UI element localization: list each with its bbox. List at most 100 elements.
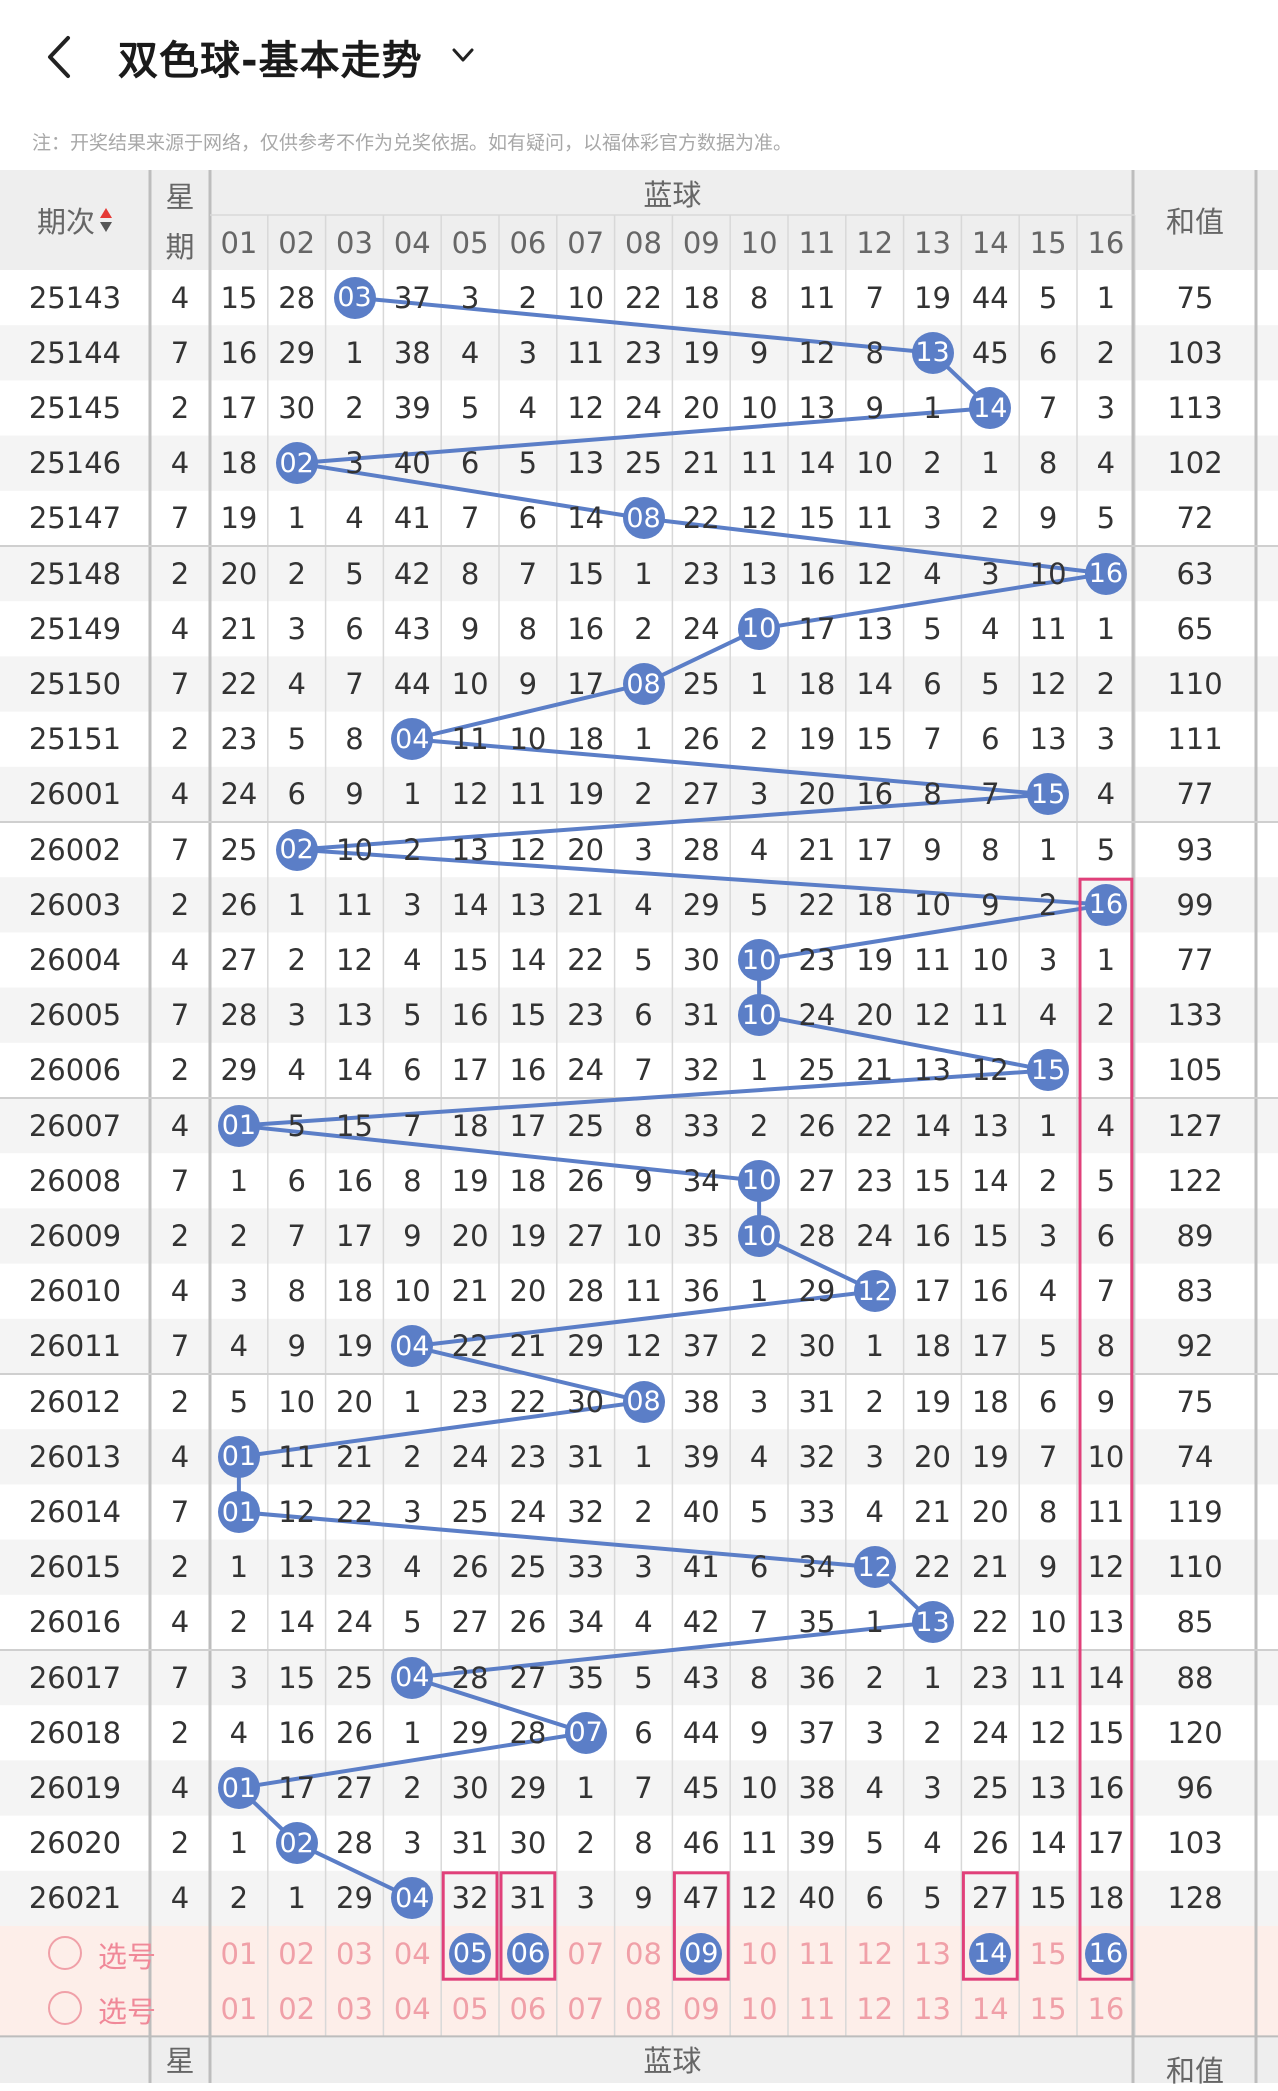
pick-ball[interactable]: 10	[740, 1991, 778, 2026]
week-cell: 4	[170, 1439, 190, 1474]
back-arrow-icon[interactable]	[40, 32, 80, 82]
miss-count-cell: 10	[1029, 1605, 1067, 1640]
miss-count-cell: 8	[1038, 446, 1058, 481]
miss-count-cell: 22	[682, 501, 720, 536]
pick-ball[interactable]: 16	[1087, 1991, 1125, 2026]
chevron-down-icon[interactable]	[448, 40, 478, 70]
blue-ball-hit: 04	[391, 718, 434, 761]
miss-count-cell: 8	[634, 1108, 653, 1143]
row-stripe	[0, 1318, 1278, 1374]
pick-ball[interactable]: 06	[509, 1991, 547, 2026]
miss-count-cell: 4	[749, 1439, 769, 1474]
miss-count-cell: 38	[682, 1384, 720, 1419]
miss-count-cell: 9	[460, 611, 480, 646]
pick-ball[interactable]: 03	[336, 1991, 373, 2026]
miss-count-cell: 8	[1038, 1494, 1058, 1529]
miss-count-cell: 18	[914, 1329, 951, 1364]
miss-count-cell: 36	[798, 1660, 836, 1695]
miss-count-cell: 4	[345, 501, 364, 536]
sum-cell: 75	[1176, 1384, 1214, 1419]
select-number-label[interactable]: 选号	[98, 1940, 157, 1974]
miss-count-cell: 11	[971, 998, 1009, 1033]
miss-count-cell: 8	[923, 777, 942, 812]
row-stripe	[0, 1760, 1278, 1816]
pick-ball[interactable]: 11	[798, 1936, 836, 1971]
pick-ball[interactable]: 08	[625, 1936, 662, 1971]
pick-ball[interactable]: 07	[567, 1991, 605, 2026]
sort-icon[interactable]	[99, 207, 113, 233]
pick-ball[interactable]: 08	[625, 1991, 662, 2026]
pick-ball[interactable]: 13	[914, 1936, 951, 1971]
pick-ball[interactable]: 02	[278, 1991, 316, 2026]
pick-ball[interactable]: 01	[220, 1991, 258, 2026]
miss-count-cell: 14	[914, 1108, 951, 1143]
pick-ball[interactable]: 04	[393, 1991, 431, 2026]
pick-ball[interactable]: 12	[856, 1936, 894, 1971]
pick-ball[interactable]: 14	[971, 1991, 1009, 2026]
miss-count-cell: 10	[856, 446, 894, 481]
miss-count-cell: 3	[403, 1494, 422, 1529]
pick-ball[interactable]: 05	[451, 1991, 489, 2026]
pick-ball-selected[interactable]: 05	[449, 1932, 492, 1975]
pick-ball-selected[interactable]: 09	[680, 1932, 723, 1975]
select-radio[interactable]	[48, 1936, 82, 1970]
week-cell: 7	[170, 1660, 190, 1695]
blue-number-header: 07	[567, 225, 605, 260]
miss-count-cell: 1	[229, 1163, 249, 1198]
period-cell: 26001	[28, 777, 122, 812]
pick-ball[interactable]: 13	[914, 1991, 951, 2026]
select-number-label[interactable]: 选号	[98, 1995, 157, 2030]
pick-ball[interactable]: 11	[798, 1991, 836, 2026]
pick-ball[interactable]: 12	[856, 1991, 894, 2026]
week-cell: 4	[170, 1274, 190, 1309]
pick-ball[interactable]: 15	[1029, 1991, 1067, 2026]
period-cell: 26005	[28, 998, 122, 1033]
miss-count-cell: 10	[625, 1218, 662, 1253]
miss-count-cell: 7	[345, 666, 364, 701]
miss-count-cell: 16	[220, 335, 258, 370]
week-cell: 4	[170, 777, 190, 812]
miss-count-cell: 3	[923, 501, 942, 536]
pick-ball-selected[interactable]: 14	[969, 1932, 1012, 1975]
miss-count-cell: 5	[287, 722, 306, 757]
pick-ball[interactable]: 01	[220, 1936, 258, 1971]
blue-number-header: 01	[220, 225, 258, 260]
pick-ball[interactable]: 15	[1029, 1936, 1067, 1971]
pick-ball[interactable]: 07	[567, 1936, 605, 1971]
pick-ball[interactable]: 09	[682, 1991, 720, 2026]
sum-cell: 103	[1167, 1826, 1223, 1861]
miss-count-cell: 25	[509, 1550, 547, 1585]
miss-count-cell: 3	[1038, 942, 1058, 977]
miss-count-cell: 7	[1038, 390, 1058, 425]
miss-count-cell: 13	[336, 998, 373, 1033]
select-radio[interactable]	[48, 1991, 82, 2026]
pick-ball-selected[interactable]: 06	[506, 1932, 549, 1975]
miss-count-cell: 12	[567, 390, 605, 425]
pick-ball-selected[interactable]: 16	[1084, 1932, 1127, 1975]
period-cell: 26007	[28, 1108, 122, 1143]
miss-count-cell: 22	[336, 1494, 373, 1529]
miss-count-cell: 5	[1096, 1163, 1116, 1198]
miss-count-cell: 7	[1096, 1274, 1116, 1309]
miss-count-cell: 15	[971, 1218, 1009, 1253]
miss-count-cell: 1	[865, 1605, 884, 1640]
miss-count-cell: 20	[336, 1384, 373, 1419]
column-header-period[interactable]: 期次	[0, 170, 150, 270]
sum-cell: 102	[1167, 446, 1223, 481]
week-cell: 2	[170, 1550, 190, 1585]
miss-count-cell: 14	[1029, 1826, 1067, 1861]
miss-count-cell: 44	[682, 1715, 720, 1750]
week-cell: 2	[170, 1218, 190, 1253]
pick-ball[interactable]: 03	[336, 1936, 373, 1971]
miss-count-cell: 2	[923, 1715, 942, 1750]
pick-ball[interactable]: 04	[393, 1936, 431, 1971]
miss-count-cell: 17	[798, 611, 836, 646]
miss-count-cell: 2	[403, 1439, 422, 1474]
pick-ball[interactable]: 10	[740, 1936, 778, 1971]
blue-number-header: 11	[798, 225, 836, 260]
pick-ball[interactable]: 02	[278, 1936, 316, 1971]
miss-count-cell: 19	[451, 1163, 489, 1198]
period-cell: 25148	[28, 556, 122, 591]
miss-count-cell: 19	[567, 777, 605, 812]
disclaimer-notice: 注：开奖结果来源于网络，仅供参考不作为兑奖依据。如有疑问，以福体彩官方数据为准。	[32, 132, 793, 154]
